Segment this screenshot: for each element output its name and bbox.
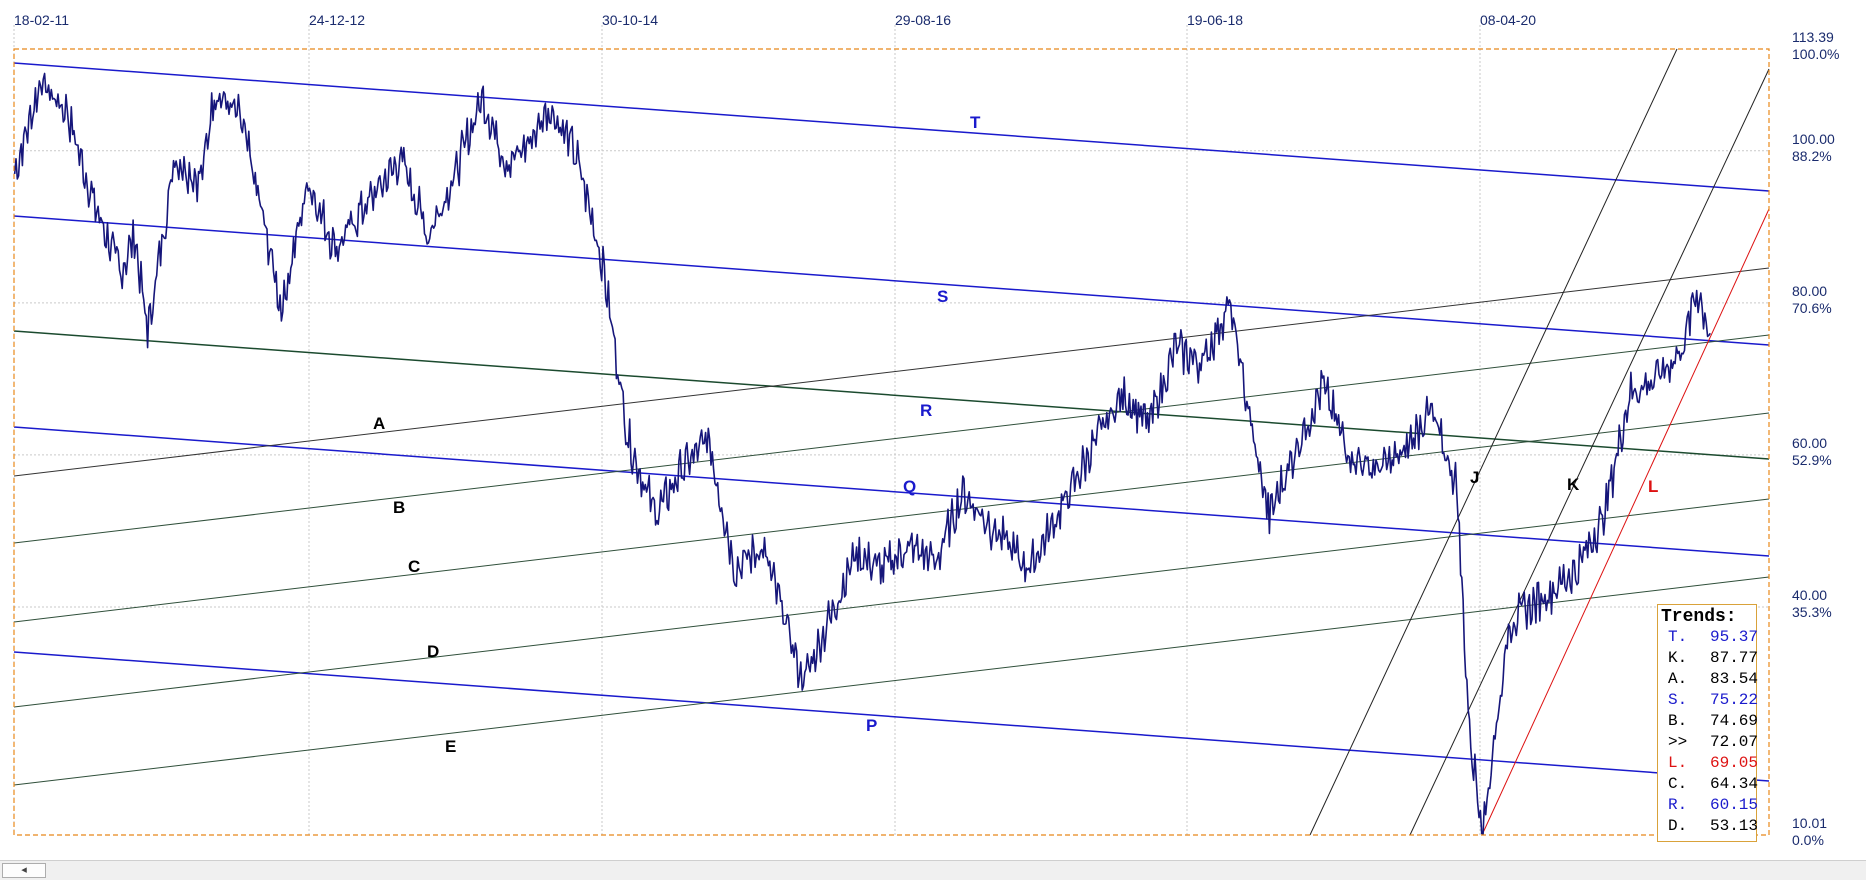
trends-row-value: 74.69 — [1710, 712, 1759, 730]
y-tick-percent: 70.6% — [1792, 300, 1832, 316]
trends-row-value: 75.22 — [1710, 691, 1759, 709]
x-tick-label: 30-10-14 — [602, 12, 658, 28]
trends-row: B. 74.69 — [1658, 711, 1759, 732]
trend-line-P — [13, 651, 1770, 782]
trends-row-code: B. — [1668, 712, 1688, 730]
trends-row-code: D. — [1668, 817, 1688, 835]
y-tick-value: 100.00 — [1792, 131, 1835, 147]
plot-area-border — [13, 48, 1770, 836]
trends-row-value: 72.07 — [1710, 733, 1759, 751]
trends-row-code: C. — [1668, 775, 1688, 793]
x-axis-ticks: 18-02-11 24-12-12 30-10-14 29-08-16 19-06-18… — [14, 12, 1536, 28]
y-tick-value: 10.01 — [1792, 815, 1827, 831]
trends-legend: Trends: T. 95.37 K. 87.77 A. 83.54 S. 75.22 B. 74… — [1657, 604, 1759, 842]
trends-row: R. 60.15 — [1658, 795, 1759, 816]
trend-label-J: J — [1470, 468, 1479, 487]
price-line-group — [13, 72, 1711, 835]
trend-line-E — [13, 576, 1770, 786]
trend-line-B — [13, 334, 1770, 544]
trend-label-K: K — [1567, 475, 1580, 494]
trends-row: D. 53.13 — [1658, 816, 1759, 837]
y-tick-value: 40.00 — [1792, 587, 1827, 603]
trend-label-E: E — [445, 737, 456, 756]
trend-line-D — [13, 498, 1770, 708]
trends-row-value: 64.34 — [1710, 775, 1759, 793]
trend-line-T — [13, 62, 1770, 192]
trends-row-code: A. — [1668, 670, 1688, 688]
y-tick-percent: 52.9% — [1792, 452, 1832, 468]
trends-rows: T. 95.37 K. 87.77 A. 83.54 S. 75.22 B. 74.69 >> 72.… — [1658, 627, 1759, 837]
trend-label-C: C — [408, 557, 420, 576]
trend-label-Q: Q — [903, 477, 916, 496]
x-tick-label: 18-02-11 — [14, 12, 69, 28]
trends-row-value: 87.77 — [1710, 649, 1759, 667]
trends-row-value: 69.05 — [1710, 754, 1759, 772]
trends-row-code: T. — [1668, 628, 1688, 646]
trend-line-Q — [13, 426, 1770, 557]
trends-row-code: R. — [1668, 796, 1688, 814]
scroll-left-button[interactable]: ◂ — [2, 863, 46, 878]
trend-label-S: S — [937, 287, 948, 306]
trends-row-code: >> — [1668, 733, 1688, 751]
trend-label-A: A — [373, 414, 385, 433]
x-tick-label: 08-04-20 — [1480, 12, 1536, 28]
trends-row-value: 53.13 — [1710, 817, 1759, 835]
x-tick-label: 29-08-16 — [895, 12, 951, 28]
trends-row-code: L. — [1668, 754, 1688, 772]
y-tick-percent: 100.0% — [1792, 46, 1839, 62]
trends-row: >> 72.07 — [1658, 732, 1759, 753]
trend-line-S — [13, 215, 1770, 346]
trends-row-code: K. — [1668, 649, 1688, 667]
y-tick-percent: 88.2% — [1792, 148, 1832, 164]
horizontal-scrollbar[interactable]: ◂ — [0, 860, 1866, 880]
trend-label-B: B — [393, 498, 405, 517]
trend-labels: T S R Q P A B C D E J K L — [373, 113, 1658, 756]
trend-line-L — [1481, 208, 1770, 836]
trends-row: A. 83.54 — [1658, 669, 1759, 690]
trends-row: L. 69.05 — [1658, 753, 1759, 774]
grid-lines — [13, 25, 1769, 835]
trends-row-value: 95.37 — [1710, 628, 1759, 646]
trends-row: T. 95.37 — [1658, 627, 1759, 648]
trend-lines — [13, 48, 1770, 836]
trends-row-value: 83.54 — [1710, 670, 1759, 688]
trend-line-A — [13, 267, 1770, 477]
x-tick-label: 19-06-18 — [1187, 12, 1243, 28]
y-tick-percent: 0.0% — [1792, 832, 1824, 848]
trends-title: Trends: — [1661, 607, 1737, 627]
trend-line-K — [1409, 68, 1770, 836]
y-tick-value: 80.00 — [1792, 283, 1827, 299]
trends-row-value: 60.15 — [1710, 796, 1759, 814]
trend-label-T: T — [970, 113, 981, 132]
trend-line-R — [13, 330, 1770, 460]
trend-label-P: P — [866, 716, 877, 735]
trend-label-L: L — [1648, 477, 1658, 496]
price-series-line — [13, 72, 1711, 835]
trend-line-J — [1309, 48, 1678, 836]
y-tick-value: 113.39 — [1792, 29, 1834, 45]
trend-line-C — [13, 412, 1770, 623]
trends-row: S. 75.22 — [1658, 690, 1759, 711]
y-tick-percent: 35.3% — [1792, 604, 1832, 620]
trends-row: K. 87.77 — [1658, 648, 1759, 669]
trend-label-D: D — [427, 642, 439, 661]
y-tick-value: 60.00 — [1792, 435, 1827, 451]
x-tick-label: 24-12-12 — [309, 12, 365, 28]
trends-row: C. 64.34 — [1658, 774, 1759, 795]
trend-label-R: R — [920, 401, 932, 420]
trends-row-code: S. — [1668, 691, 1688, 709]
